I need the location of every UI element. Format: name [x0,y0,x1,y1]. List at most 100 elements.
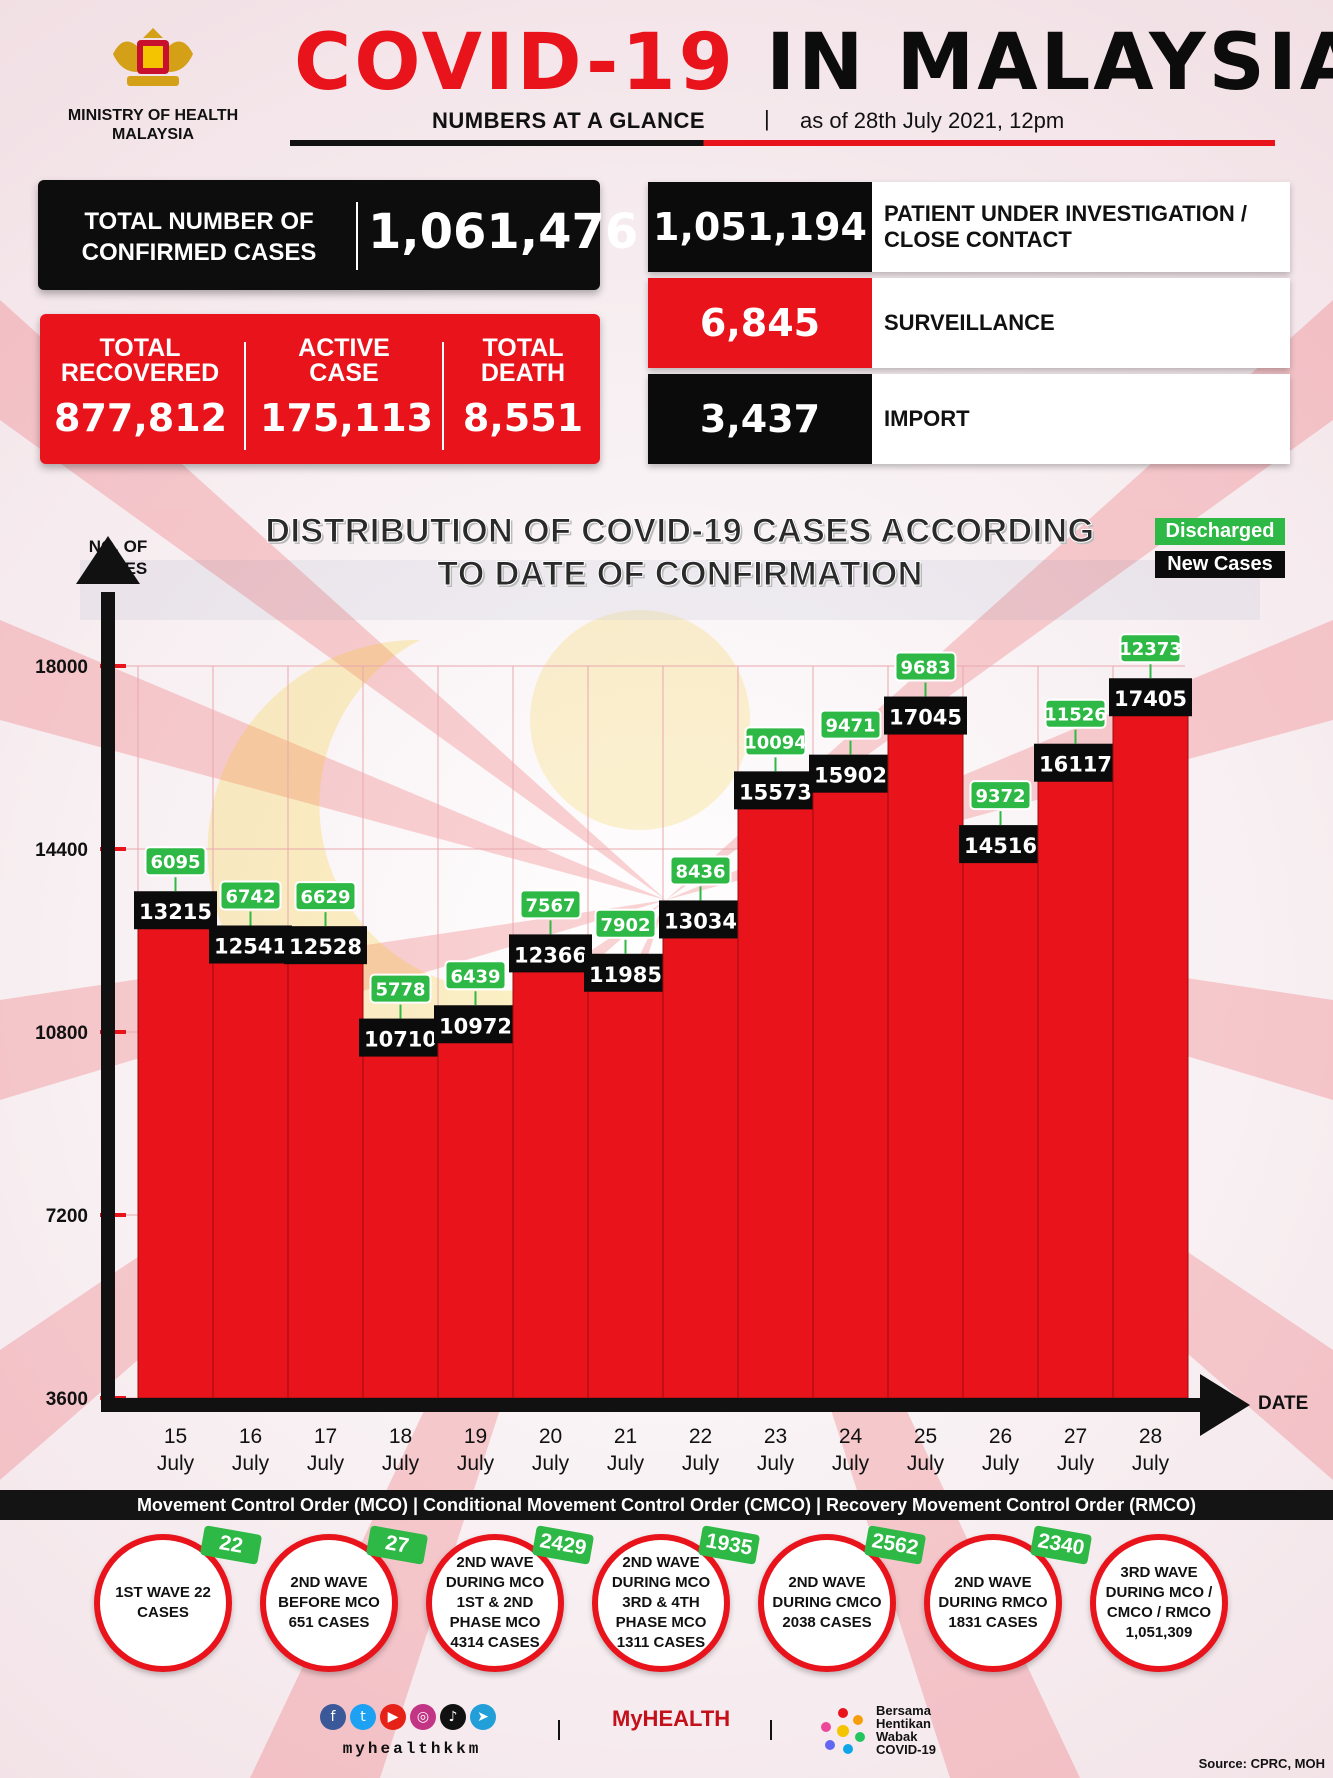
new-cases-value: 15573 [739,780,812,804]
new-cases-bar [587,971,664,1399]
x-tick-label: 23 [764,1425,787,1448]
discharged-value: 9683 [900,658,950,679]
divider [558,1720,560,1740]
new-cases-label-box [509,934,592,973]
x-tick-label: 15 [164,1425,187,1448]
discharged-tag [369,973,432,1004]
x-tick-label: July [532,1452,570,1475]
discharged-value: 6439 [450,966,500,987]
death-stat: TOTAL DEATH 8,551 [454,334,592,441]
subtitle: NUMBERS AT A GLANCE [432,108,706,133]
divider [356,202,358,270]
telegram-icon[interactable]: ➤ [470,1704,496,1730]
discharged-tag [519,889,582,920]
social-icons: f t ▶ ◎ ♪ ➤ [320,1704,496,1730]
y-axis [101,592,115,1412]
twitter-icon[interactable]: t [350,1704,376,1730]
x-axis-label: DATE [1258,1393,1309,1414]
discharged-value: 8436 [675,861,725,882]
new-cases-bar [362,1036,439,1399]
discharged-value: 11526 [1044,705,1107,726]
chart-plot: 3600 7200 10800 14400 18000 13215 6095 15 July 12… [35,536,1250,1475]
x-tick-label: July [832,1452,870,1475]
new-cases-bar [1037,761,1114,1399]
x-tick-label: 20 [539,1425,562,1448]
new-cases-label-box [434,1005,517,1044]
recovered-stat: TOTAL RECOVERED 877,812 [54,336,227,441]
discharged-value: 7902 [600,915,650,936]
outcome-card: TOTAL RECOVERED 877,812 ACTIVE CASE 175,… [40,314,600,464]
social-handle: myhealthkkm [342,1740,482,1758]
bersama-line: COVID-19 [876,1742,936,1757]
new-cases-bar [812,772,889,1399]
y-tick-label: 18000 [35,657,88,678]
header-underline [290,140,1275,146]
wave-circle: 3RD WAVE DURING MCO / CMCO / RMCO 1,051,… [1090,1534,1228,1672]
surveillance-label: SURVEILLANCE [884,310,1055,335]
new-cases-value: 10972 [439,1014,512,1038]
active-label: ACTIVE CASE [298,334,390,387]
y-tick-label: 14400 [35,840,88,861]
new-cases-bar [1112,695,1189,1399]
new-cases-value: 16117 [1039,753,1112,777]
new-cases-value: 17045 [889,706,962,730]
y-tick-label: 10800 [35,1023,88,1044]
wave-circle: 2ND WAVE DURING MCO 3RD & 4TH PHASE MCO … [592,1534,730,1672]
instagram-icon[interactable]: ◎ [410,1704,436,1730]
subtitle-separator: | [764,106,770,131]
new-cases-value: 14516 [964,834,1037,858]
discharged-tag [594,908,657,939]
wave-text: 2ND WAVE DURING CMCO 2038 CASES [772,1574,882,1631]
ministry-logo: MINISTRY OF HEALTH MALAYSIA [58,24,248,144]
new-cases-bar [512,951,589,1399]
chart-legend: Discharged New Cases [1155,518,1285,578]
bersama-line: Hentikan [876,1716,931,1731]
new-cases-bar [887,714,964,1399]
death-value: 8,551 [462,396,584,440]
x-tick-label: 26 [989,1425,1012,1448]
cases-chart: DISTRIBUTION OF COVID-19 CASES ACCORDING… [0,500,1333,1480]
discharged-value: 9372 [975,786,1025,807]
divider [770,1720,772,1740]
discharged-value: 6742 [225,886,275,907]
x-tick-label: 17 [314,1425,337,1448]
new-cases-bar [212,942,289,1399]
confirmed-cases-card: TOTAL NUMBER OF CONFIRMED CASES 1,061,47… [38,180,638,290]
y-axis-arrow [76,536,140,584]
discharged-tag [969,780,1032,811]
new-cases-label-box [209,925,292,964]
confirmed-value: 1,061,476 [368,204,639,260]
wave-text: 2ND WAVE DURING MCO 3RD & 4TH PHASE MCO … [611,1554,711,1651]
x-tick-label: 28 [1139,1425,1162,1448]
youtube-icon[interactable]: ▶ [380,1704,406,1730]
divider [442,342,444,450]
discharged-value: 6629 [300,887,350,908]
new-cases-value: 15902 [814,764,887,788]
new-cases-label-box [134,891,217,930]
x-axis-arrow [1200,1374,1250,1436]
discharged-tag [669,855,732,886]
new-cases-value: 11985 [589,963,662,987]
discharged-value: 7567 [525,895,575,916]
new-cases-bar [662,917,739,1399]
x-tick-label: 27 [1064,1425,1087,1448]
tiktok-icon[interactable]: ♪ [440,1704,466,1730]
x-tick-label: July [907,1452,945,1475]
wave-text: 2ND WAVE BEFORE MCO 651 CASES [278,1574,380,1631]
x-tick-label: 25 [914,1425,937,1448]
pui-value: 1,051,194 [648,182,872,272]
x-tick-label: July [307,1452,345,1475]
pui-label: PATIENT UNDER INVESTIGATION / CLOSE CONT… [884,201,1248,252]
wave-circle: 2ND WAVE DURING MCO 1ST & 2ND PHASE MCO … [426,1534,564,1672]
wave-circle: 1ST WAVE 22 CASES [94,1534,232,1672]
new-cases-label-box [284,926,367,965]
bersama-text: Bersama Hentikan Wabak COVID-19 [876,1704,936,1756]
new-cases-value: 12541 [214,934,287,958]
facebook-icon[interactable]: f [320,1704,346,1730]
new-cases-value: 13034 [664,909,737,933]
mco-legend-bar: Movement Control Order (MCO) | Condition… [0,1490,1333,1520]
footer: f t ▶ ◎ ♪ ➤ myhealthkkm MyHEALTH Bersama… [0,1700,1333,1778]
legend-discharged: Discharged [1155,518,1285,545]
wave-text: 1ST WAVE 22 CASES [115,1584,211,1621]
death-label: TOTAL DEATH [480,334,566,387]
